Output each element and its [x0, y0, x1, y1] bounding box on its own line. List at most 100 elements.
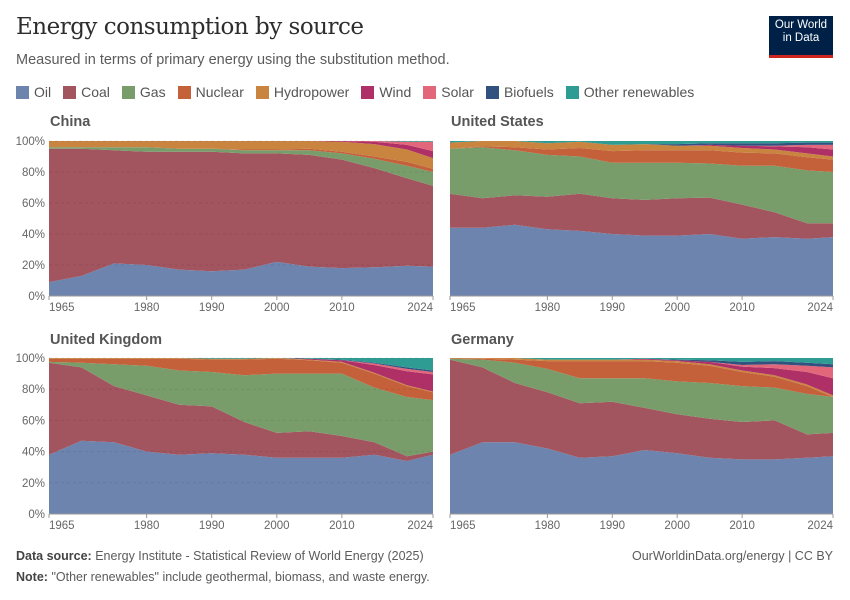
- x-tick-label: 2024: [407, 302, 433, 314]
- legend-item-nuclear[interactable]: Nuclear: [177, 84, 244, 100]
- y-tick-label: 80%: [22, 384, 45, 396]
- x-tick-label: 2024: [807, 520, 833, 532]
- x-tick-label: 2010: [329, 302, 355, 314]
- area-oil[interactable]: [49, 261, 433, 296]
- legend-swatch: [255, 85, 269, 99]
- area-biofuels[interactable]: [450, 358, 833, 368]
- y-tick-label: 40%: [22, 229, 45, 241]
- area-other-renewables[interactable]: [49, 358, 433, 371]
- x-tick-label: 1990: [199, 302, 225, 314]
- x-tick-label: 2000: [264, 302, 290, 314]
- legend-label: Hydropower: [273, 84, 350, 100]
- panel-united-kingdom: United Kingdom 1965 1980 1990 2000 2010 2024 0%…: [16, 332, 434, 532]
- area-nuclear[interactable]: [49, 358, 433, 401]
- legend-item-oil[interactable]: Oil: [16, 84, 51, 100]
- x-tick-label: 1990: [199, 520, 225, 532]
- x-tick-label: 2000: [664, 302, 690, 314]
- legend-swatch: [121, 85, 135, 99]
- x-tick-label: 1980: [134, 520, 160, 532]
- legend-item-biofuels[interactable]: Biofuels: [485, 84, 554, 100]
- legend-label: Nuclear: [195, 84, 244, 100]
- y-tick-label: 20%: [22, 478, 45, 490]
- legend-label: Wind: [379, 84, 412, 100]
- panel-germany: Germany 1965 1980 1990 2000 2010 2024: [449, 332, 834, 532]
- x-tick-label: 1980: [535, 302, 561, 314]
- data-source: Data source: Energy Institute - Statisti…: [16, 549, 424, 563]
- y-tick-label: 100%: [16, 353, 45, 365]
- legend-swatch: [423, 85, 437, 99]
- legend-item-gas[interactable]: Gas: [121, 84, 166, 100]
- legend: Oil Coal Gas Nuclear Hydropower Wind Solar Biof…: [16, 84, 694, 100]
- area-coal[interactable]: [49, 362, 433, 461]
- legend-item-wind[interactable]: Wind: [361, 84, 411, 100]
- owid-logo[interactable]: Our World in Data: [769, 16, 833, 58]
- y-tick-label: 40%: [22, 447, 45, 459]
- note: Note: "Other renewables" include geother…: [16, 570, 430, 584]
- y-tick-label: 0%: [28, 291, 45, 303]
- chart-subtitle: Measured in terms of primary energy usin…: [16, 52, 450, 68]
- y-tick-label: 100%: [16, 136, 45, 148]
- area-coal[interactable]: [450, 359, 833, 460]
- area-other-renewables[interactable]: [450, 141, 833, 145]
- area-coal[interactable]: [450, 193, 833, 239]
- y-tick-label: 0%: [28, 509, 45, 521]
- x-tick-label: 2000: [264, 520, 290, 532]
- area-hydropower[interactable]: [450, 141, 833, 160]
- legend-label: Biofuels: [503, 84, 554, 100]
- legend-item-other-renewables[interactable]: Other renewables: [565, 84, 695, 100]
- area-nuclear[interactable]: [450, 358, 833, 398]
- legend-swatch: [16, 85, 29, 99]
- area-gas[interactable]: [450, 358, 833, 435]
- area-biofuels[interactable]: [450, 141, 833, 146]
- x-tick-label: 2024: [407, 520, 433, 532]
- area-gas[interactable]: [49, 147, 433, 186]
- x-tick-label: 1965: [49, 520, 75, 532]
- legend-swatch: [63, 85, 77, 99]
- x-tick-label: 2010: [329, 520, 355, 532]
- legend-item-hydropower[interactable]: Hydropower: [255, 84, 350, 100]
- chart-title: Energy consumption by source: [16, 14, 364, 40]
- area-gas[interactable]: [49, 361, 433, 457]
- panel-title: China: [50, 114, 91, 130]
- area-solar[interactable]: [49, 141, 433, 152]
- y-tick-label: 60%: [22, 198, 45, 210]
- legend-swatch: [485, 85, 499, 99]
- legend-label: Other renewables: [583, 84, 695, 100]
- legend-label: Oil: [34, 84, 52, 100]
- x-tick-label: 1965: [49, 302, 75, 314]
- panel-china: China 1965 1980 1990 2000 2010 2024 0% 20% 40% 60%…: [16, 114, 434, 314]
- y-tick-label: 80%: [22, 167, 45, 179]
- x-tick-label: 1990: [599, 302, 625, 314]
- area-hydropower[interactable]: [49, 141, 433, 169]
- x-tick-label: 2010: [729, 302, 755, 314]
- source-link[interactable]: Energy Institute - Statistical Review of…: [95, 549, 424, 563]
- owid-link[interactable]: OurWorldinData.org/energy | CC BY: [631, 549, 833, 563]
- y-tick-label: 20%: [22, 260, 45, 272]
- legend-item-solar[interactable]: Solar: [423, 84, 474, 100]
- area-nuclear[interactable]: [450, 146, 833, 172]
- x-tick-label: 2000: [664, 520, 690, 532]
- panel-united-states: United States 1965 1980 1990 2000 2010 2024: [449, 114, 834, 314]
- x-tick-label: 1965: [450, 520, 476, 532]
- panel-title: United Kingdom: [50, 332, 162, 348]
- area-coal[interactable]: [49, 148, 433, 283]
- area-wind[interactable]: [450, 358, 833, 396]
- panel-title: United States: [451, 114, 544, 130]
- legend-swatch: [177, 85, 191, 99]
- x-tick-label: 1965: [450, 302, 476, 314]
- x-tick-label: 1980: [535, 520, 561, 532]
- legend-swatch: [361, 85, 375, 99]
- legend-label: Coal: [81, 84, 110, 100]
- x-tick-label: 1990: [599, 520, 625, 532]
- legend-item-coal[interactable]: Coal: [63, 84, 110, 100]
- area-other-renewables[interactable]: [49, 141, 433, 142]
- x-tick-label: 2010: [729, 520, 755, 532]
- area-oil[interactable]: [49, 440, 433, 514]
- area-gas[interactable]: [450, 147, 833, 224]
- x-tick-label: 2024: [807, 302, 833, 314]
- area-oil[interactable]: [450, 224, 833, 296]
- legend-label: Solar: [441, 84, 474, 100]
- area-other-renewables[interactable]: [450, 358, 833, 365]
- area-oil[interactable]: [450, 442, 833, 514]
